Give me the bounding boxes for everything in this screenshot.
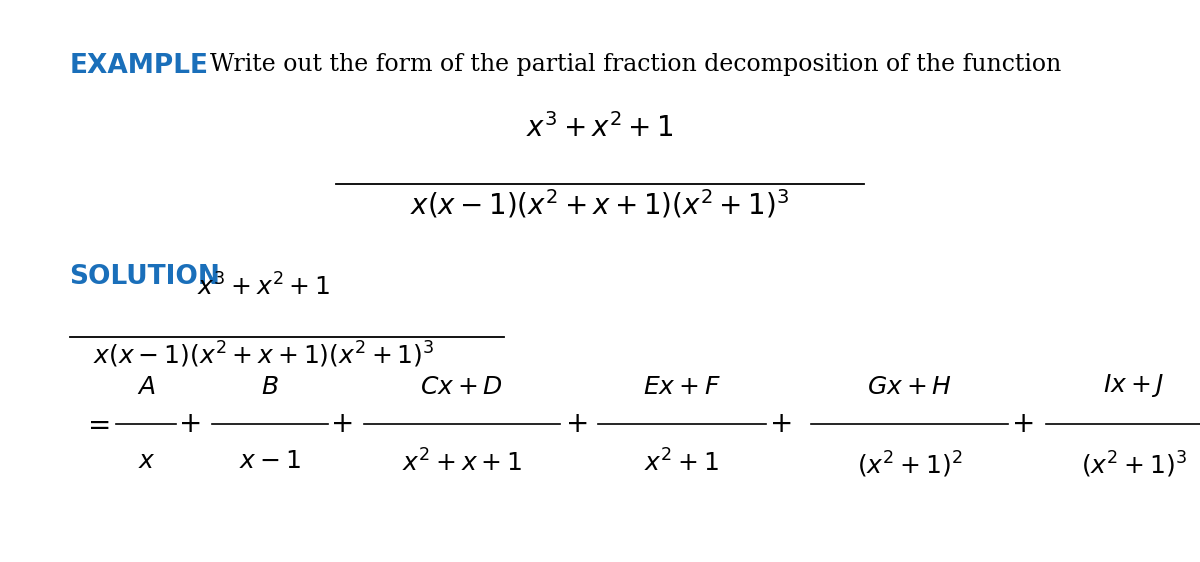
Text: $+$: $+$ (1012, 411, 1033, 438)
Text: $x$: $x$ (138, 450, 155, 473)
Text: $Ex + F$: $Ex + F$ (643, 376, 720, 399)
Text: $+$: $+$ (769, 411, 791, 438)
Text: $x(x-1)(x^2+x+1)(x^2+1)^3$: $x(x-1)(x^2+x+1)(x^2+1)^3$ (410, 187, 790, 220)
Text: $Gx + H$: $Gx + H$ (868, 376, 952, 399)
Text: $+$: $+$ (179, 411, 200, 438)
Text: EXAMPLE: EXAMPLE (70, 53, 209, 79)
Text: $x(x-1)(x^2+x+1)(x^2+1)^3$: $x(x-1)(x^2+x+1)(x^2+1)^3$ (94, 340, 434, 370)
Text: $=$: $=$ (82, 411, 109, 438)
Text: $(x^2 + 1)^3$: $(x^2 + 1)^3$ (1081, 450, 1187, 480)
Text: $x-1$: $x-1$ (239, 450, 301, 473)
Text: $x^2 + x + 1$: $x^2 + x + 1$ (402, 450, 522, 477)
Text: $B$: $B$ (262, 376, 278, 399)
Text: SOLUTION: SOLUTION (70, 264, 221, 290)
Text: $Cx + D$: $Cx + D$ (420, 376, 504, 399)
Text: $Ix + J$: $Ix + J$ (1103, 372, 1165, 399)
Text: Write out the form of the partial fraction decomposition of the function: Write out the form of the partial fracti… (210, 53, 1061, 76)
Text: $(x^2 + 1)^2$: $(x^2 + 1)^2$ (857, 450, 962, 480)
Text: $x^3 + x^2 + 1$: $x^3 + x^2 + 1$ (526, 114, 674, 143)
Text: $+$: $+$ (565, 411, 587, 438)
Text: $x^2 + 1$: $x^2 + 1$ (644, 450, 719, 477)
Text: $A$: $A$ (137, 376, 156, 399)
Text: $+$: $+$ (330, 411, 352, 438)
Text: $x^3 + x^2 + 1$: $x^3 + x^2 + 1$ (198, 274, 330, 301)
